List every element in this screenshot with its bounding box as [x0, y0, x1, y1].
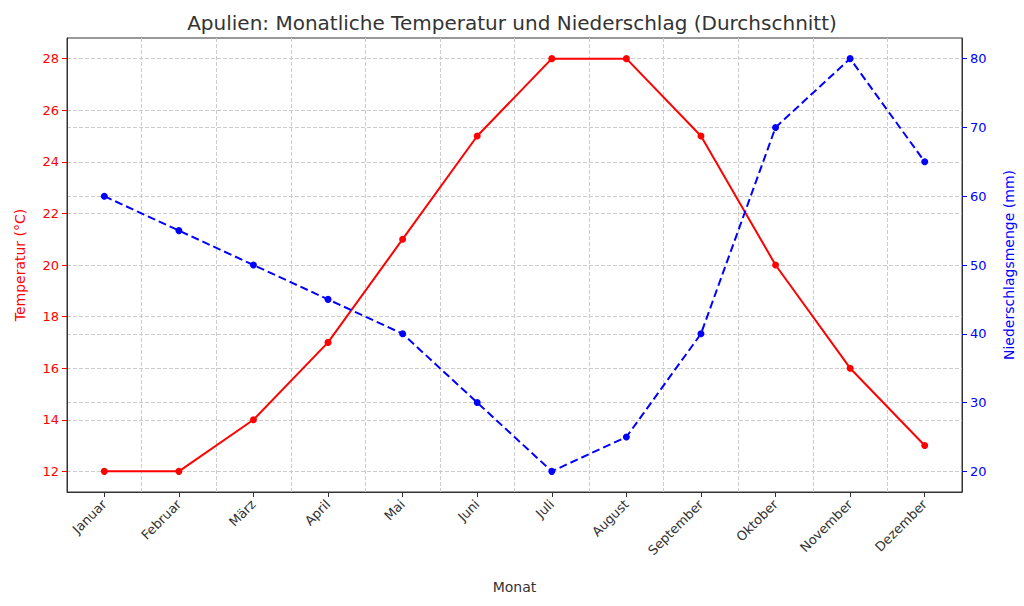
svg-text:12: 12: [42, 464, 59, 479]
svg-text:80: 80: [970, 51, 987, 66]
svg-text:Dezember: Dezember: [872, 496, 930, 554]
svg-text:Februar: Februar: [138, 496, 184, 542]
svg-text:Juni: Juni: [454, 497, 482, 525]
svg-text:April: April: [302, 497, 334, 529]
svg-text:August: August: [589, 497, 632, 540]
svg-text:70: 70: [970, 120, 987, 135]
svg-text:Apulien: Monatliche Temperatur: Apulien: Monatliche Temperatur und Niede…: [187, 11, 837, 35]
svg-text:30: 30: [970, 395, 987, 410]
svg-text:40: 40: [970, 326, 987, 341]
svg-text:Temperatur (°C): Temperatur (°C): [12, 209, 28, 323]
svg-text:50: 50: [970, 258, 987, 273]
svg-text:20: 20: [42, 258, 59, 273]
svg-text:November: November: [797, 496, 856, 555]
svg-text:28: 28: [42, 51, 59, 66]
svg-text:60: 60: [970, 189, 987, 204]
svg-text:Januar: Januar: [69, 496, 110, 537]
svg-text:Monat: Monat: [493, 579, 537, 595]
svg-text:Mai: Mai: [381, 497, 408, 524]
svg-text:September: September: [645, 496, 707, 558]
svg-text:14: 14: [42, 412, 59, 427]
svg-text:26: 26: [42, 103, 59, 118]
svg-text:Juli: Juli: [532, 497, 557, 522]
svg-text:18: 18: [42, 309, 59, 324]
svg-text:16: 16: [42, 361, 59, 376]
svg-text:Niederschlagsmenge (mm): Niederschlagsmenge (mm): [1001, 170, 1017, 360]
svg-text:24: 24: [42, 154, 59, 169]
svg-text:März: März: [226, 497, 259, 530]
svg-text:20: 20: [970, 464, 987, 479]
svg-text:Oktober: Oktober: [733, 496, 781, 544]
svg-text:22: 22: [42, 206, 59, 221]
